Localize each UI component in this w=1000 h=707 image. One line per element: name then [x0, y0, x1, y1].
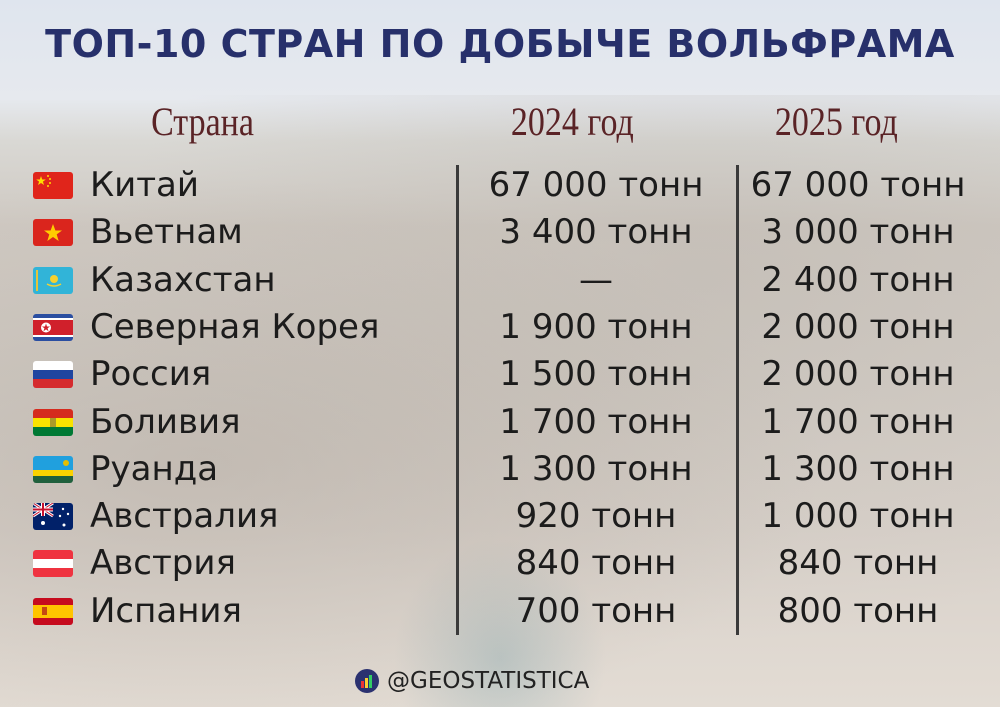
header-country: Страна [151, 99, 254, 144]
country-name: Австрия [90, 543, 236, 584]
value-2024: 700 тонн [515, 590, 677, 631]
kazakhstan-flag-icon [33, 266, 73, 294]
country-name: Китай [90, 165, 199, 205]
page-title: ТОП-10 СТРАН ПО ДОБЫЧЕ ВОЛЬФРАМА [45, 22, 955, 66]
australia-flag-icon [33, 503, 73, 531]
table-row: Вьетнам 3 400 тонн 3 000 тонн [0, 209, 1000, 256]
table-row: Казахстан — 2 400 тонн [0, 257, 1000, 304]
country-name: Казахстан [90, 259, 276, 300]
background-quarry [0, 95, 1000, 707]
value-2025: 800 тонн [777, 590, 939, 631]
value-2025: 840 тонн [777, 543, 939, 584]
value-2024: 1 300 тонн [499, 448, 693, 489]
value-2024: 1 900 тонн [499, 306, 693, 347]
bolivia-flag-icon [33, 408, 73, 436]
value-2025: 2 000 тонн [761, 306, 955, 347]
footer: @GEOSTATISTICA [355, 668, 589, 694]
value-2025: 1 300 тонн [761, 448, 955, 489]
value-2025: 3 000 тонн [761, 212, 955, 253]
vietnam-flag-icon [33, 219, 73, 247]
table-row: Австралия 920 тонн 1 000 тонн [0, 493, 1000, 540]
footer-handle: @GEOSTATISTICA [387, 668, 590, 694]
value-2024: 1 700 тонн [499, 401, 693, 442]
value-2025: 2 000 тонн [761, 354, 955, 395]
table-row: Руанда 1 300 тонн 1 300 тонн [0, 446, 1000, 493]
table-row: Северная Корея 1 900 тонн 2 000 тонн [0, 304, 1000, 351]
value-2024: — [579, 259, 613, 300]
russia-flag-icon [33, 361, 73, 389]
value-2025: 1 000 тонн [761, 496, 955, 537]
table-row: Испания 700 тонн 800 тонн [0, 588, 1000, 635]
country-name: Испания [90, 590, 242, 631]
value-2024: 920 тонн [515, 496, 677, 537]
country-name: Северная Корея [90, 306, 380, 347]
table-row: Россия 1 500 тонн 2 000 тонн [0, 351, 1000, 398]
value-2025: 2 400 тонн [761, 259, 955, 300]
header-2025: 2025 год [774, 99, 898, 144]
header-2024: 2024 год [510, 99, 634, 144]
spain-flag-icon [33, 597, 73, 625]
country-name: Руанда [90, 448, 219, 489]
column-divider [456, 165, 459, 635]
value-2024: 840 тонн [515, 543, 677, 584]
value-2024: 67 000 тонн [488, 165, 704, 205]
table-row: Австрия 840 тонн 840 тонн [0, 540, 1000, 587]
country-name: Россия [90, 354, 212, 395]
geostatistica-logo-icon [355, 669, 379, 693]
austria-flag-icon [33, 550, 73, 578]
table-row: Китай 67 000 тонн 67 000 тонн [0, 162, 1000, 209]
table-row: Боливия 1 700 тонн 1 700 тонн [0, 399, 1000, 446]
country-name: Австралия [90, 496, 279, 537]
country-name: Боливия [90, 401, 241, 442]
rwanda-flag-icon [33, 455, 73, 483]
north-korea-flag-icon [33, 313, 73, 341]
column-divider [736, 165, 739, 635]
value-2024: 3 400 тонн [499, 212, 693, 253]
value-2024: 1 500 тонн [499, 354, 693, 395]
value-2025: 1 700 тонн [761, 401, 955, 442]
china-flag-icon [33, 172, 73, 199]
country-name: Вьетнам [90, 212, 243, 253]
value-2025: 67 000 тонн [750, 165, 966, 205]
